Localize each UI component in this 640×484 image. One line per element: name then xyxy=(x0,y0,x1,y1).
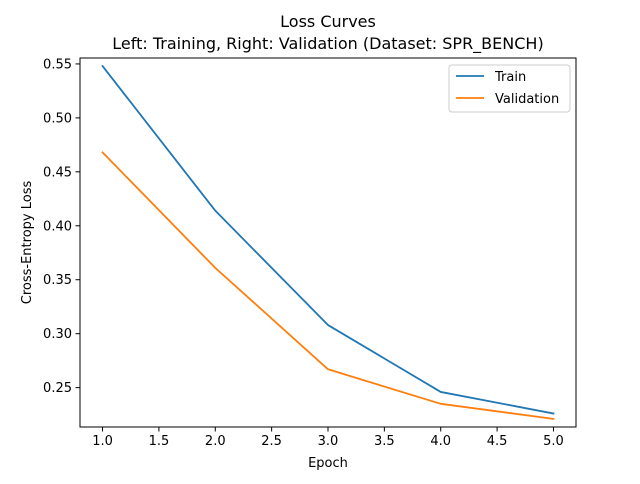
y-tick-label: 0.50 xyxy=(43,111,72,126)
series-line-train xyxy=(101,64,555,415)
y-tick-label: 0.25 xyxy=(43,381,72,396)
legend-label-validation: Validation xyxy=(495,92,559,107)
y-axis-label: Cross-Entropy Loss xyxy=(20,181,35,305)
x-axis-ticks: 1.0 1.5 2.0 2.5 3.0 3.5 4.0 4.5 5.0 xyxy=(92,427,564,449)
y-tick-label: 0.40 xyxy=(43,219,72,234)
x-tick-label: 2.0 xyxy=(205,434,226,449)
x-tick-label: 2.5 xyxy=(261,434,282,449)
x-tick-label: 3.0 xyxy=(318,434,339,449)
x-tick-label: 3.5 xyxy=(374,434,395,449)
legend: Train Validation xyxy=(448,64,571,113)
legend-label-train: Train xyxy=(494,70,526,85)
y-tick-label: 0.55 xyxy=(43,57,72,72)
x-tick-label: 1.5 xyxy=(149,434,170,449)
y-tick-label: 0.30 xyxy=(43,327,72,342)
y-tick-label: 0.35 xyxy=(43,273,72,288)
x-tick-label: 5.0 xyxy=(543,434,564,449)
x-tick-label: 4.5 xyxy=(487,434,508,449)
series-line-validation xyxy=(101,151,555,420)
chart-title: Loss Curves xyxy=(280,12,376,31)
series-layer xyxy=(101,64,555,420)
y-tick-label: 0.45 xyxy=(43,165,72,180)
x-tick-label: 1.0 xyxy=(92,434,113,449)
x-axis-label: Epoch xyxy=(308,456,348,471)
x-tick-label: 4.0 xyxy=(430,434,451,449)
y-axis-ticks: 0.25 0.30 0.35 0.40 0.45 0.50 0.55 xyxy=(43,57,80,396)
chart-subtitle: Left: Training, Right: Validation (Datas… xyxy=(112,34,543,54)
